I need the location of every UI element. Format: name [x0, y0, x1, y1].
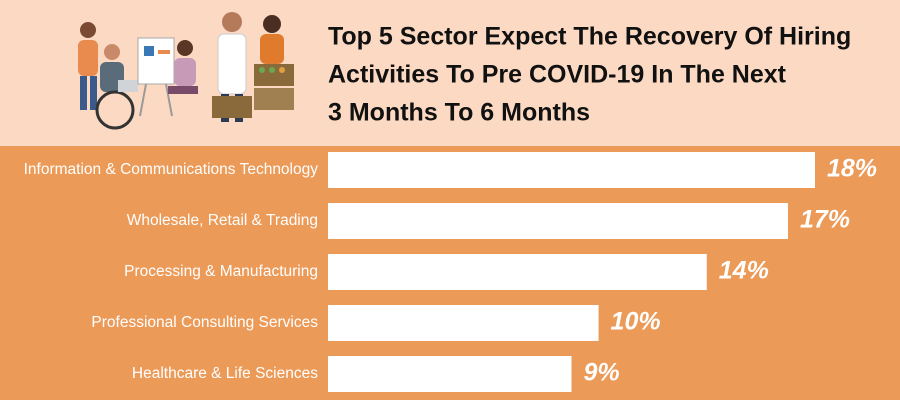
- value-label: 18%: [827, 155, 877, 183]
- bar: [328, 152, 815, 188]
- illustration: [78, 12, 294, 130]
- bar: [328, 356, 572, 392]
- chart-title: Activities To Pre COVID-19 In The Next: [328, 61, 787, 89]
- chart-title: Top 5 Sector Expect The Recovery Of Hiri…: [328, 23, 851, 51]
- value-label: 10%: [611, 308, 661, 336]
- category-label: Information & Communications Technology: [24, 161, 319, 178]
- category-label: Healthcare & Life Sciences: [132, 365, 318, 382]
- category-label: Processing & Manufacturing: [124, 263, 318, 280]
- bar: [328, 203, 788, 239]
- value-label: 17%: [800, 206, 850, 234]
- category-label: Wholesale, Retail & Trading: [127, 212, 318, 229]
- bar: [328, 305, 599, 341]
- bar: [328, 254, 707, 290]
- value-label: 9%: [584, 359, 620, 387]
- category-label: Professional Consulting Services: [91, 314, 318, 331]
- value-label: 14%: [719, 257, 769, 285]
- chart-title: 3 Months To 6 Months: [328, 99, 590, 127]
